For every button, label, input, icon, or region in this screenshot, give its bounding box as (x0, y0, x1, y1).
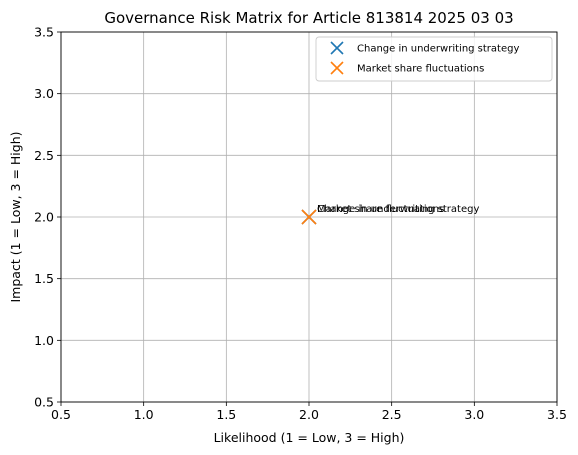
x-tick-label: 0.5 (51, 407, 71, 422)
x-tick-label: 2.0 (299, 407, 319, 422)
data-point-marker (301, 209, 317, 225)
legend-marker (330, 41, 344, 55)
plot-frame (60, 31, 558, 403)
x-tick-label: 1.5 (216, 407, 236, 422)
x-axis-label: Likelihood (1 = Low, 3 = High) (214, 430, 405, 445)
legend-items: Change in underwriting strategy Market sh… (330, 41, 519, 75)
legend: Change in underwriting strategy Market sh… (315, 36, 553, 82)
y-tick-label: 1.0 (34, 333, 54, 348)
x-tick-label: 3.0 (464, 407, 484, 422)
y-tick-label: 1.5 (34, 271, 54, 286)
x-tick-label: 3.5 (547, 407, 567, 422)
x-tick-label: 2.5 (382, 407, 402, 422)
y-axis-label: Impact (1 = Low, 3 = High) (8, 132, 23, 303)
y-tick-label: 2.5 (34, 148, 54, 163)
chart-title: Governance Risk Matrix for Article 81381… (104, 9, 513, 27)
x-tick-label: 1.0 (134, 407, 154, 422)
legend-label: Change in underwriting strategy (357, 44, 519, 55)
y-tick-label: 3.0 (34, 86, 54, 101)
legend-label: Market share fluctuations (357, 64, 484, 75)
data-points (301, 209, 317, 225)
point-annotation-label: Market share fluctuations (317, 204, 444, 215)
legend-box (315, 36, 553, 82)
y-tick-label: 2.0 (34, 210, 54, 225)
legend-marker (330, 61, 344, 75)
point-annotation-label: Change in underwriting strategy (317, 204, 479, 215)
x-axis-ticks: 0.5 1.0 1.5 2.0 2.5 3.0 3.5 (51, 402, 567, 422)
y-axis-ticks: 0.5 1.0 1.5 2.0 2.5 3.0 3.5 (34, 25, 61, 410)
y-tick-label: 0.5 (34, 395, 54, 410)
y-tick-label: 3.5 (34, 25, 54, 40)
